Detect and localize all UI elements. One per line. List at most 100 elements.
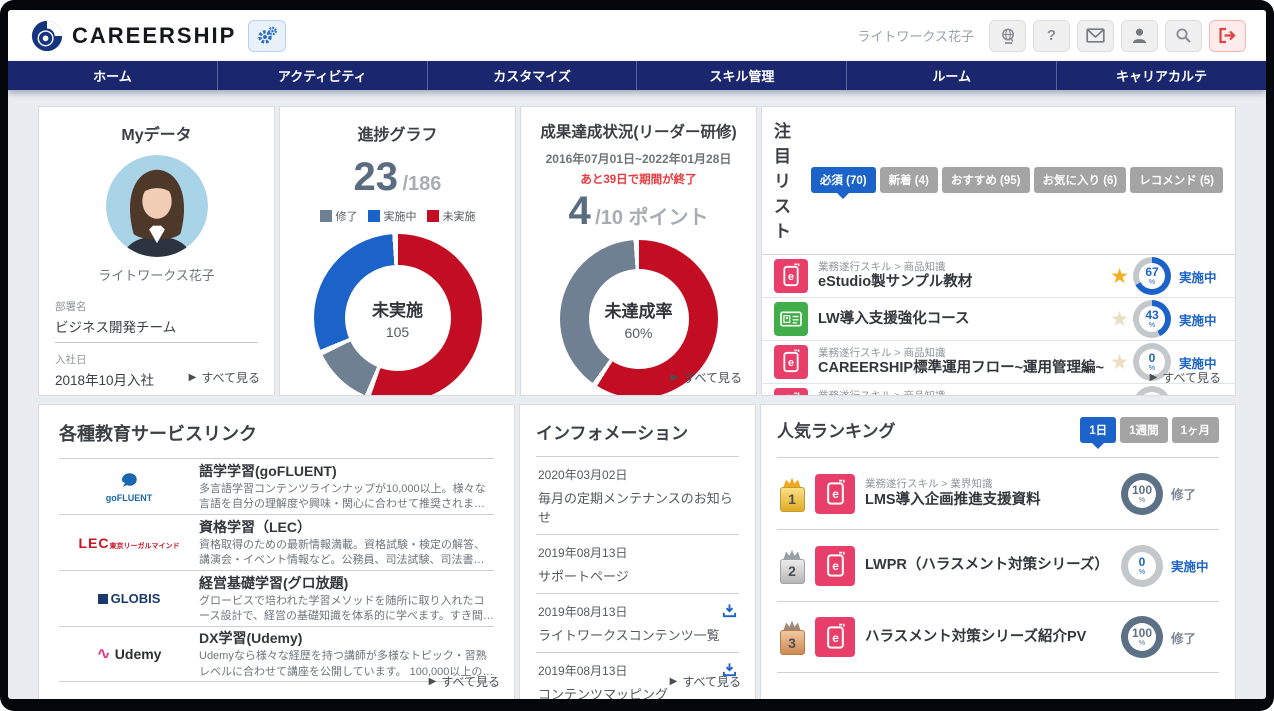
progress-ring: 67 %: [1133, 257, 1171, 295]
service-link-udemy[interactable]: ∿ Udemy DX学習(Udemy) Udemyなら様々な経歴を持つ講師が多様な…: [59, 626, 494, 682]
mydata-field-joined: 入社日 2018年10月入社: [55, 349, 258, 395]
service-link-lec[interactable]: LECLEC東京リーガルマインド東京リーガルマインド 資格学習（LEC） 資格取…: [59, 514, 494, 570]
service-title: 資格学習（LEC）: [199, 518, 311, 535]
favorite-star-icon[interactable]: ★: [1110, 350, 1129, 374]
favorite-star-icon[interactable]: ★: [1110, 307, 1129, 331]
mydata-field-department: 部署名 ビジネス開発チーム: [55, 296, 258, 343]
settings-gear-button[interactable]: [248, 19, 287, 52]
item-title: CAREERSHIP標準運用フロー~運用管理編~: [818, 360, 1105, 377]
achievement-donut-chart[interactable]: 未達成率 60%: [559, 240, 718, 395]
tab-1week[interactable]: 1週間: [1120, 417, 1168, 443]
tab-recommended[interactable]: おすすめ (95): [941, 166, 1030, 193]
status-badge: 修了: [1171, 488, 1197, 502]
progress-ring: 100 %: [1121, 616, 1163, 658]
course-content-icon: [774, 302, 808, 336]
information-item[interactable]: 2020年03月02日 毎月の定期メンテナンスのお知らせ: [536, 456, 739, 534]
careership-logo[interactable]: CAREERSHIP: [30, 19, 236, 53]
attention-item[interactable]: e 業務遂行スキル > 商品知識 アセスメントファイルの作り方 ★ 0 % 実施…: [762, 384, 1235, 396]
progress-title: 進捗グラフ: [357, 127, 438, 144]
header: CAREERSHIP ライトワークス花子 ?: [8, 10, 1266, 61]
information-see-all-link[interactable]: ▶ すべて見る: [669, 675, 741, 689]
item-breadcrumb: 業務遂行スキル > 商品知識: [818, 389, 946, 396]
download-icon[interactable]: [722, 603, 737, 623]
attention-item[interactable]: e 業務遂行スキル > 商品知識 eStudio製サンプル教材 ★ 67 % 実…: [762, 255, 1235, 298]
estudio-content-icon: e: [774, 345, 808, 379]
service-title: DX学習(Udemy): [199, 630, 303, 647]
service-title: 語学学習(goFLUENT): [199, 462, 337, 479]
information-item[interactable]: 2019年08月13日 ライトワークスコンテンツ一覧: [536, 593, 739, 652]
information-item[interactable]: 2019年08月13日 コンテンツマッピング: [536, 652, 739, 699]
tab-1month[interactable]: 1ヶ月: [1171, 417, 1219, 443]
panel-ranking: 人気ランキング 1日 1週間 1ヶ月 1 e: [760, 404, 1236, 699]
rank-1-badge: 1: [777, 476, 807, 512]
achievement-deadline-warning: あと39日で期間が終了: [580, 174, 697, 186]
tab-required[interactable]: 必須 (70): [810, 166, 876, 193]
achievement-see-all-link[interactable]: ▶ すべて見る: [670, 371, 742, 385]
svg-text:e: e: [788, 357, 794, 369]
attention-see-all-link[interactable]: ▶ すべて見る: [1149, 371, 1221, 385]
logout-button[interactable]: [1209, 19, 1246, 52]
service-desc: グロービスで培われた学習メソッドを随所に取り入れたコース設計で、経営の基礎知識を…: [199, 594, 494, 622]
triangle-icon: ▶: [670, 372, 679, 383]
rank-2-badge: 2: [777, 548, 807, 584]
estudio-content-icon: e: [815, 473, 855, 514]
tab-favorites[interactable]: お気に入り (6): [1033, 166, 1127, 193]
attention-item[interactable]: LW導入支援強化コース ★ 43 % 実施中: [762, 298, 1235, 341]
information-item[interactable]: 2019年08月13日 サポートページ: [536, 534, 739, 593]
help-button[interactable]: ?: [1033, 19, 1070, 52]
service-desc: Udemyなら様々な経歴を持つ講師が多様なトピック・習熟レベルに合わせて講座を公…: [199, 650, 494, 678]
nav-room[interactable]: ルーム: [846, 61, 1056, 90]
estudio-content-icon: e: [774, 259, 808, 293]
item-breadcrumb: 業務遂行スキル > 業界知識: [865, 478, 993, 491]
services-list: goFLUENT 語学学習(goFLUENT) 多言語学習コンテンツラインナップ…: [59, 458, 494, 682]
attention-title: 注目リスト: [774, 122, 791, 241]
app-screen: CAREERSHIP ライトワークス花子 ?: [8, 10, 1266, 699]
service-desc: 資格取得のための最新情報満載。資格試験・検定の解答、講演会・イベント情報など。公…: [199, 538, 485, 566]
globis-logo: GLOBIS: [59, 591, 199, 606]
service-link-gofluent[interactable]: goFLUENT 語学学習(goFLUENT) 多言語学習コンテンツラインナップ…: [59, 458, 494, 514]
nav-skill[interactable]: スキル管理: [636, 61, 846, 90]
nav-career[interactable]: キャリアカルテ: [1056, 61, 1266, 90]
ranking-item[interactable]: 2 e LWPR（ハラスメント対策シリーズ） 0 %: [777, 529, 1219, 601]
tab-new[interactable]: 新着 (4): [879, 166, 938, 193]
achievement-period: 2016年07月01日~2022年01月28日: [545, 152, 732, 166]
progress-count: 23 /186: [353, 155, 442, 199]
nav-customize[interactable]: カスタマイズ: [426, 61, 637, 90]
language-globe-button[interactable]: [989, 19, 1026, 52]
avatar: [105, 155, 208, 257]
search-button[interactable]: [1165, 19, 1202, 52]
gofluent-logo: goFLUENT: [59, 470, 199, 503]
mydata-see-all-link[interactable]: ▶ すべて見る: [188, 371, 260, 385]
logout-icon: [1219, 27, 1236, 44]
progress-ring: 43 %: [1133, 300, 1171, 338]
panel-progress: 進捗グラフ 23 /186 修了 実施中 未実: [279, 106, 516, 396]
logo-text: CAREERSHIP: [72, 22, 237, 48]
nav-home[interactable]: ホーム: [93, 69, 132, 84]
tab-recommend2[interactable]: レコメンド (5): [1130, 166, 1223, 193]
favorite-star-icon[interactable]: ★: [1110, 264, 1129, 288]
svg-text:e: e: [788, 271, 794, 283]
favorite-star-icon[interactable]: ★: [1110, 393, 1129, 396]
services-see-all-link[interactable]: ▶ すべて見る: [428, 675, 500, 689]
ranking-list: 1 e 業務遂行スキル > 業界知識 LMS導入企画推進支援資料 100: [777, 457, 1219, 673]
tab-1day[interactable]: 1日: [1080, 417, 1117, 443]
progress-donut-chart[interactable]: 未実施 105: [313, 234, 482, 395]
status-badge: 実施中: [1179, 313, 1217, 328]
nav-activity[interactable]: アクティビティ: [216, 61, 427, 90]
download-icon[interactable]: [722, 662, 737, 682]
crown-icon: [783, 620, 801, 631]
service-desc: 多言語学習コンテンツラインナップが10,000以上。様々な言語を自分の理解度や興…: [199, 482, 486, 510]
ranking-item[interactable]: 1 e 業務遂行スキル > 業界知識 LMS導入企画推進支援資料 100: [777, 457, 1219, 529]
service-link-globis[interactable]: GLOBIS 経営基礎学習(グロ放題) グロービスで培われた学習メソッドを随所に…: [59, 570, 494, 626]
ranking-tabs: 1日 1週間 1ヶ月: [1080, 417, 1219, 443]
ranking-item[interactable]: 3 e ハラスメント対策シリーズ紹介PV 100 %: [777, 601, 1219, 673]
mail-button[interactable]: [1077, 19, 1114, 52]
triangle-icon: ▶: [428, 676, 437, 687]
ranking-header: 人気ランキング 1日 1週間 1ヶ月: [777, 417, 1219, 443]
attention-item[interactable]: e 業務遂行スキル > 商品知識 CAREERSHIP標準運用フロー~運用管理編…: [762, 341, 1235, 384]
profile-button[interactable]: [1121, 19, 1158, 52]
triangle-icon: ▶: [188, 372, 197, 383]
globis-mark: [97, 593, 108, 604]
item-title: ハラスメント対策シリーズ紹介PV: [865, 628, 1087, 645]
legend-done: 修了: [319, 208, 358, 224]
